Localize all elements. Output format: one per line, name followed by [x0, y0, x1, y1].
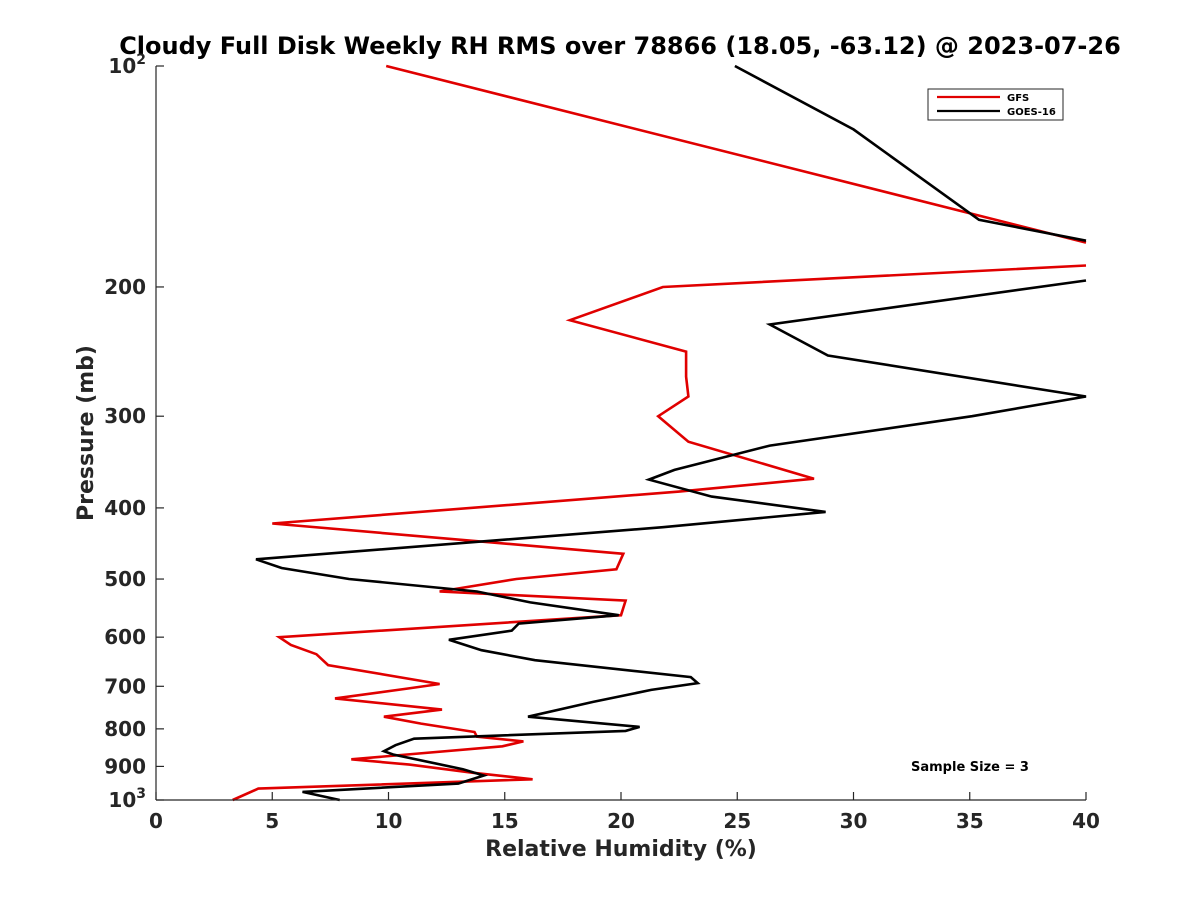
- x-tick-label-30: 30: [840, 809, 868, 833]
- y-tick-label-800: 800: [104, 717, 146, 741]
- x-tick-label-25: 25: [723, 809, 751, 833]
- y-tick-label-100: 102: [108, 52, 146, 78]
- plot-area: [156, 66, 1086, 800]
- x-tick-label-15: 15: [491, 809, 519, 833]
- y-axis-label: Pressure (mb): [74, 345, 99, 521]
- x-tick-label-0: 0: [149, 809, 163, 833]
- x-tick-label-40: 40: [1072, 809, 1100, 833]
- y-tick-label-300: 300: [104, 404, 146, 428]
- y-tick-label-1000: 103: [108, 786, 146, 812]
- chart-title: Cloudy Full Disk Weekly RH RMS over 7886…: [119, 32, 1121, 60]
- legend-label-gfs: GFS: [1007, 93, 1029, 104]
- legend: GFS GOES-16: [927, 88, 1064, 121]
- series-layer: [232, 64, 1087, 802]
- series-line-goes16-1: [255, 279, 1087, 802]
- y-tick-label-700: 700: [104, 674, 146, 698]
- x-tick-label-35: 35: [956, 809, 984, 833]
- x-tick-label-5: 5: [265, 809, 279, 833]
- legend-label-goes16: GOES-16: [1007, 107, 1056, 118]
- legend-box: [927, 88, 1064, 121]
- x-tick-label-20: 20: [607, 809, 635, 833]
- x-ticks: 0 5 10 15 20 25 30 35 40: [149, 792, 1100, 833]
- x-axis-label: Relative Humidity (%): [485, 837, 757, 862]
- y-tick-label-500: 500: [104, 567, 146, 591]
- y-tick-label-600: 600: [104, 625, 146, 649]
- series-line-goes16-0: [734, 64, 1087, 242]
- y-tick-label-400: 400: [104, 496, 146, 520]
- y-ticks: 102 200 300 400 500 600 700 800 900 103: [104, 52, 164, 812]
- series-line-gfs-1: [232, 264, 1087, 802]
- x-tick-label-10: 10: [375, 809, 403, 833]
- y-tick-label-900: 900: [104, 754, 146, 778]
- y-tick-label-200: 200: [104, 275, 146, 299]
- sample-size-annotation: Sample Size = 3: [911, 760, 1029, 775]
